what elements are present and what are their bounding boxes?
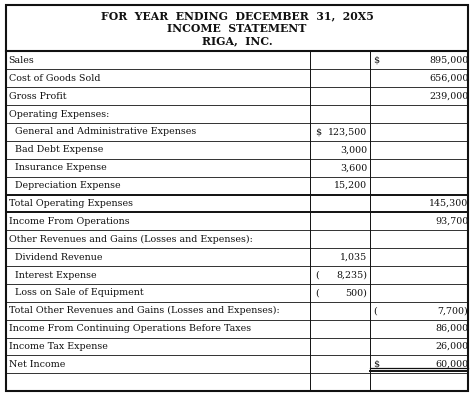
Text: 26,000: 26,000 <box>435 342 468 351</box>
Text: 239,000: 239,000 <box>429 92 468 101</box>
Text: $: $ <box>315 128 321 137</box>
Text: Loss on Sale of Equipment: Loss on Sale of Equipment <box>9 288 143 297</box>
Text: Income From Continuing Operations Before Taxes: Income From Continuing Operations Before… <box>9 324 251 333</box>
Text: General and Administrative Expenses: General and Administrative Expenses <box>9 128 196 137</box>
Text: $: $ <box>374 360 380 369</box>
Text: 86,000: 86,000 <box>435 324 468 333</box>
Text: 8,235): 8,235) <box>337 270 367 280</box>
Text: Dividend Revenue: Dividend Revenue <box>9 253 102 262</box>
Text: 7,700): 7,700) <box>438 306 468 315</box>
Text: 500): 500) <box>346 288 367 297</box>
Text: Cost of Goods Sold: Cost of Goods Sold <box>9 74 100 83</box>
Text: (: ( <box>315 270 319 280</box>
Text: FOR  YEAR  ENDING  DECEMBER  31,  20X5: FOR YEAR ENDING DECEMBER 31, 20X5 <box>100 10 374 21</box>
Text: Insurance Expense: Insurance Expense <box>9 163 106 172</box>
Text: 60,000: 60,000 <box>435 360 468 369</box>
Text: 1,035: 1,035 <box>340 253 367 262</box>
Text: Sales: Sales <box>9 56 34 65</box>
Text: INCOME  STATEMENT: INCOME STATEMENT <box>167 23 307 34</box>
Text: 3,000: 3,000 <box>340 145 367 154</box>
Text: Income Tax Expense: Income Tax Expense <box>9 342 108 351</box>
Text: 93,700: 93,700 <box>435 217 468 226</box>
Text: Gross Profit: Gross Profit <box>9 92 66 101</box>
Text: Net Income: Net Income <box>9 360 65 369</box>
Text: $: $ <box>374 56 380 65</box>
Text: 15,200: 15,200 <box>334 181 367 190</box>
Text: Income From Operations: Income From Operations <box>9 217 129 226</box>
Text: Total Other Revenues and Gains (Losses and Expenses):: Total Other Revenues and Gains (Losses a… <box>9 306 279 315</box>
Text: Depreciation Expense: Depreciation Expense <box>9 181 120 190</box>
Text: Total Operating Expenses: Total Operating Expenses <box>9 199 133 208</box>
Text: Operating Expenses:: Operating Expenses: <box>9 110 109 118</box>
Text: Bad Debt Expense: Bad Debt Expense <box>9 145 103 154</box>
Text: 656,000: 656,000 <box>429 74 468 83</box>
Text: RIGA,  INC.: RIGA, INC. <box>202 35 272 46</box>
Text: 123,500: 123,500 <box>328 128 367 137</box>
Text: 895,000: 895,000 <box>429 56 468 65</box>
Text: 3,600: 3,600 <box>340 163 367 172</box>
Text: Other Revenues and Gains (Losses and Expenses):: Other Revenues and Gains (Losses and Exp… <box>9 235 253 244</box>
Text: (: ( <box>315 288 319 297</box>
Text: 145,300: 145,300 <box>429 199 468 208</box>
Text: (: ( <box>374 306 377 315</box>
Text: Interest Expense: Interest Expense <box>9 270 96 280</box>
